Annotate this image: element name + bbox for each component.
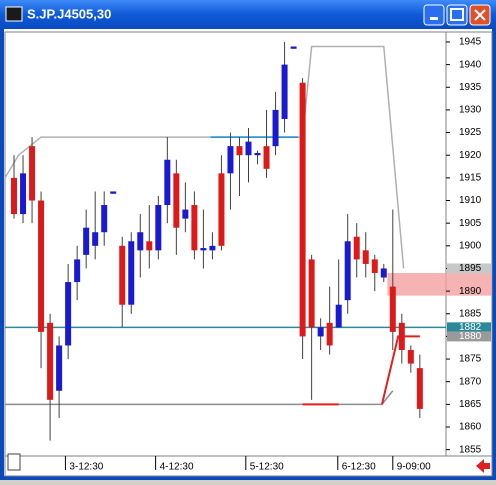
- y-tick-label: 1890: [459, 286, 482, 297]
- price-marker: [447, 322, 491, 333]
- window-title: S.JP.J4505,30: [27, 6, 111, 21]
- title-bar: [0, 0, 496, 29]
- app-icon: [5, 6, 23, 22]
- time-axis: [4, 455, 493, 477]
- y-tick-label: 1940: [459, 59, 482, 70]
- scroll-box[interactable]: [7, 453, 21, 471]
- candle-body: [344, 241, 351, 301]
- candle-body: [164, 159, 171, 206]
- price-axis: [445, 31, 493, 457]
- x-tick-label: 9-09:00: [397, 462, 431, 473]
- y-tick-label: 1905: [459, 218, 482, 229]
- y-tick-label: 1930: [459, 105, 482, 116]
- price-marker: [447, 331, 491, 342]
- y-tick-label: 1875: [459, 354, 482, 365]
- candle-body: [92, 232, 99, 246]
- candle-body: [389, 286, 396, 332]
- close-icon: [474, 9, 486, 21]
- maximize-icon: [450, 8, 464, 21]
- candle-body: [326, 322, 333, 346]
- candle-body: [398, 322, 405, 350]
- y-tick-label: 1910: [459, 195, 482, 206]
- candle-body: [200, 248, 207, 251]
- price-zone: [387, 272, 492, 296]
- candle-body: [218, 173, 225, 246]
- candle-body: [173, 173, 180, 228]
- candle-body: [11, 177, 18, 215]
- y-tick-label: 1920: [459, 150, 482, 161]
- minimize-icon: [430, 17, 438, 20]
- candle-body: [56, 345, 63, 391]
- y-tick-label: 1860: [459, 422, 482, 433]
- candle-body: [182, 209, 189, 219]
- candle-body: [209, 245, 216, 251]
- candle-body: [128, 241, 135, 305]
- candle-body: [353, 236, 360, 260]
- candle-body: [155, 205, 162, 251]
- price-marker: [447, 263, 491, 274]
- candle-body: [380, 268, 387, 278]
- candle-body: [83, 227, 90, 255]
- candle-body: [290, 46, 297, 49]
- x-tick-label: 4-12:30: [160, 462, 194, 473]
- overlay-line: [380, 335, 420, 405]
- plot-frame: [4, 31, 447, 457]
- y-tick-label: 1945: [459, 37, 482, 48]
- y-tick-label: 1915: [459, 173, 482, 184]
- candle-body: [281, 64, 288, 119]
- price-marker-label: 1895: [459, 263, 482, 274]
- y-tick-label: 1870: [459, 376, 482, 387]
- minimize-button[interactable]: [423, 4, 445, 26]
- x-tick-label: 5-12:30: [250, 462, 284, 473]
- price-marker-label: 1882: [459, 322, 482, 333]
- candle-body: [308, 259, 315, 328]
- y-tick-label: 1900: [459, 240, 482, 251]
- candle-body: [146, 241, 153, 251]
- y-tick-label: 1885: [459, 308, 482, 319]
- y-tick-label: 1935: [459, 82, 482, 93]
- x-tick-label: 3-12:30: [69, 462, 103, 473]
- y-tick-label: 1855: [459, 444, 482, 455]
- candle-body: [362, 250, 369, 264]
- candle-body: [38, 200, 45, 332]
- candle-body: [227, 146, 234, 174]
- scroll-arrow[interactable]: [476, 459, 490, 473]
- y-tick-label: 1925: [459, 127, 482, 138]
- candle-body: [317, 327, 324, 337]
- candle-body: [137, 232, 144, 251]
- candle-body: [74, 259, 81, 283]
- candle-body: [110, 191, 117, 194]
- candle-body: [65, 282, 72, 346]
- x-tick-label: 6-12:30: [342, 462, 376, 473]
- y-tick-label: 1865: [459, 399, 482, 410]
- candle-body: [263, 146, 270, 169]
- candle-body: [47, 322, 54, 400]
- candle-body: [236, 146, 243, 156]
- candle-body: [416, 368, 423, 409]
- candle-body: [20, 173, 27, 215]
- candle-body: [119, 245, 126, 305]
- candle-body: [29, 146, 36, 201]
- candle-body: [272, 109, 279, 147]
- candle-body: [254, 152, 261, 156]
- candle-body: [407, 350, 414, 364]
- candle-body: [245, 141, 252, 156]
- candle-body: [299, 82, 306, 337]
- candle-body: [101, 205, 108, 233]
- candle-body: [191, 205, 198, 251]
- overlay-line: [5, 390, 394, 406]
- candle-body: [371, 259, 378, 273]
- price-marker-label: 1880: [459, 331, 482, 342]
- candle-body: [335, 304, 342, 328]
